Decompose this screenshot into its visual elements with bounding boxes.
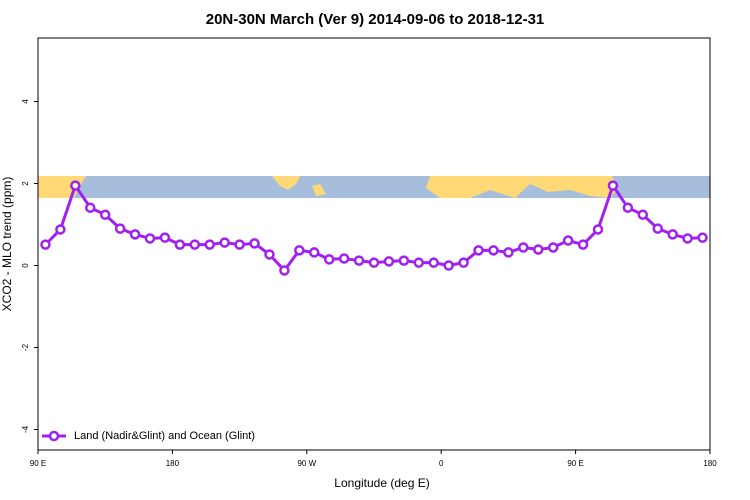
- point: [323, 254, 335, 265]
- point: [652, 223, 663, 234]
- point: [533, 244, 544, 255]
- map-band: [38, 176, 710, 198]
- y-tick-label: 0: [21, 263, 30, 268]
- point: [697, 232, 708, 243]
- point: [353, 255, 365, 266]
- point: [368, 257, 380, 268]
- point: [562, 235, 574, 246]
- point: [99, 209, 111, 220]
- point: [55, 224, 66, 235]
- point: [592, 224, 604, 235]
- point: [682, 233, 693, 244]
- point: [577, 239, 589, 250]
- point: [114, 223, 126, 234]
- x-tick-label: 90 W: [297, 459, 316, 468]
- point: [204, 239, 215, 250]
- point: [667, 229, 678, 240]
- point: [234, 239, 245, 250]
- chart-title: 20N-30N March (Ver 9) 2014-09-06 to 2018…: [206, 11, 545, 28]
- x-tick-label: 180: [166, 459, 180, 468]
- point: [338, 253, 350, 264]
- point: [219, 237, 230, 248]
- point: [547, 242, 559, 253]
- x-tick-label: 90 E: [30, 459, 46, 468]
- point: [398, 255, 410, 266]
- point: [144, 233, 156, 244]
- point: [264, 249, 275, 260]
- point: [503, 247, 514, 258]
- point: [622, 202, 634, 213]
- x-tick-label: 180: [703, 459, 717, 468]
- point: [159, 232, 171, 243]
- point: [473, 245, 484, 256]
- point: [607, 180, 619, 191]
- plot-frame: [37, 37, 711, 451]
- x-tick-label: 90 E: [567, 459, 583, 468]
- legend-label: Land (Nadir&Glint) and Ocean (Glint): [74, 430, 255, 442]
- y-tick-label: 4: [21, 99, 30, 104]
- y-tick-label: 2: [21, 181, 30, 186]
- point: [518, 242, 529, 253]
- point: [458, 257, 469, 268]
- point: [189, 239, 201, 250]
- point: [309, 247, 320, 258]
- point: [40, 239, 51, 250]
- point: [129, 229, 141, 240]
- point: [249, 238, 260, 249]
- legend-marker: [48, 430, 60, 442]
- point: [294, 245, 305, 256]
- x-axis-title: Longitude (deg E): [334, 476, 429, 490]
- point: [70, 180, 81, 191]
- point: [174, 239, 186, 250]
- point: [85, 202, 96, 213]
- y-axis-title: XCO2 - MLO trend (ppm): [0, 177, 14, 312]
- point: [488, 245, 499, 256]
- y-tick-label: -2: [21, 343, 30, 351]
- point: [279, 265, 290, 276]
- y-tick-label: -4: [21, 425, 30, 433]
- point: [383, 256, 395, 267]
- point: [413, 257, 425, 268]
- point: [443, 260, 454, 271]
- x-tick-label: 0: [439, 459, 444, 468]
- point: [428, 257, 439, 268]
- point: [637, 209, 649, 220]
